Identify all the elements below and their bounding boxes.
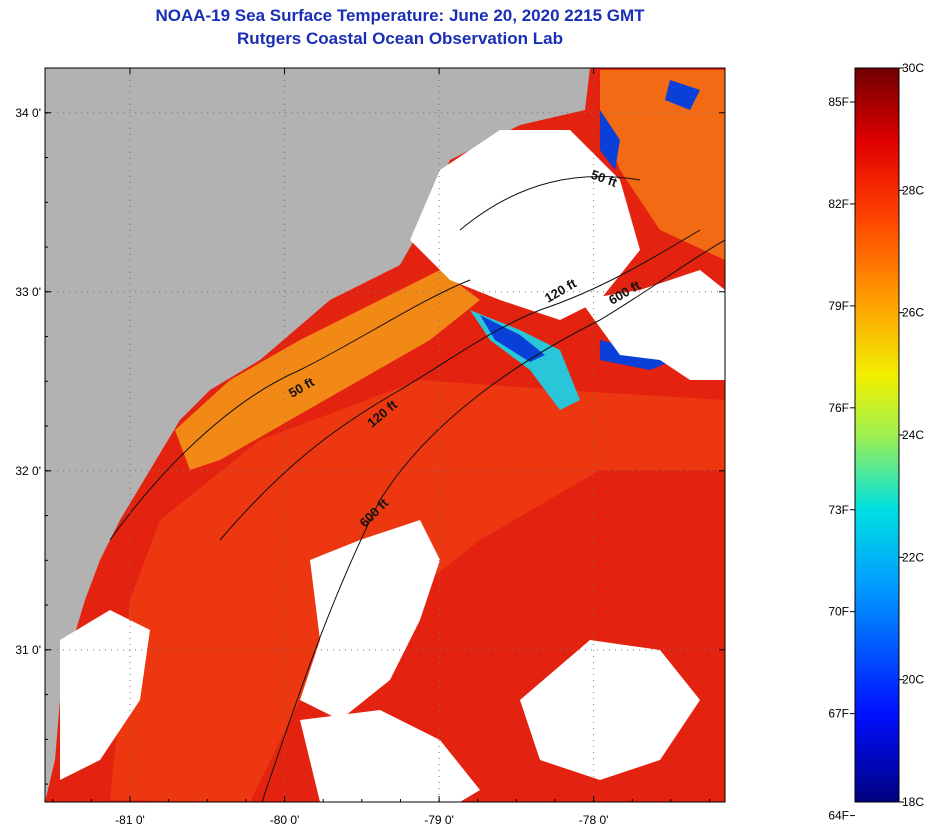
celsius-label: 26C [902, 306, 924, 320]
fahrenheit-label: 73F [828, 503, 849, 517]
cloud-east [580, 270, 725, 380]
celsius-label: 28C [902, 183, 924, 197]
contour-120ft [219, 229, 701, 541]
colorbar-labels: 30C 28C 26C 24C 22C 20C 18C 85F 82F 79F 76F 73F 70F 6… [828, 61, 924, 823]
cool-core [480, 315, 545, 362]
map-frame [44, 67, 726, 803]
celsius-label: 22C [902, 550, 924, 564]
map-title: NOAA-19 Sea Surface Temperature: June 20… [155, 6, 645, 25]
lon-tick-label: -80 0' [270, 813, 300, 827]
lon-tick-label: -79 0' [424, 813, 454, 827]
cloud-south-2 [520, 640, 700, 780]
fahrenheit-label: 85F [828, 95, 849, 109]
warm-band [110, 380, 725, 802]
lat-tick-label: 32 0' [15, 464, 41, 478]
cloud-coast [60, 610, 150, 780]
celsius-label: 20C [902, 673, 924, 687]
axis-ticks: -81 0' -80 0' -79 0' -78 0' 34 0' 33 0' 32 0' 3… [15, 67, 725, 827]
contour-600ft [261, 239, 725, 802]
lon-tick-label: -78 0' [579, 813, 609, 827]
fahrenheit-label: 82F [828, 197, 849, 211]
cool-patch-ne [665, 80, 700, 110]
celsius-label: 30C [902, 61, 924, 75]
celsius-label: 18C [902, 795, 924, 809]
fahrenheit-label: 64F [828, 809, 849, 823]
map-subtitle: Rutgers Coastal Ocean Observation Lab [237, 29, 563, 48]
shelf-water [175, 270, 480, 470]
fahrenheit-label: 70F [828, 605, 849, 619]
north-shelf-water [600, 70, 725, 260]
contour-50ft [109, 176, 641, 541]
fahrenheit-label: 67F [828, 707, 849, 721]
cloud-south-3 [300, 710, 480, 802]
lat-tick-label: 33 0' [15, 285, 41, 299]
map-plot-area [45, 68, 725, 802]
lat-tick-label: 31 0' [15, 643, 41, 657]
fahrenheit-label: 76F [828, 401, 849, 415]
fahrenheit-label: 79F [828, 299, 849, 313]
cloud-south-1 [300, 520, 440, 720]
celsius-label: 24C [902, 428, 924, 442]
land [45, 68, 590, 802]
gridlines [45, 68, 725, 802]
colorbar-gradient [854, 67, 900, 803]
lon-tick-label: -81 0' [115, 813, 145, 827]
lat-tick-label: 34 0' [15, 106, 41, 120]
cool-patch-north [600, 110, 620, 170]
